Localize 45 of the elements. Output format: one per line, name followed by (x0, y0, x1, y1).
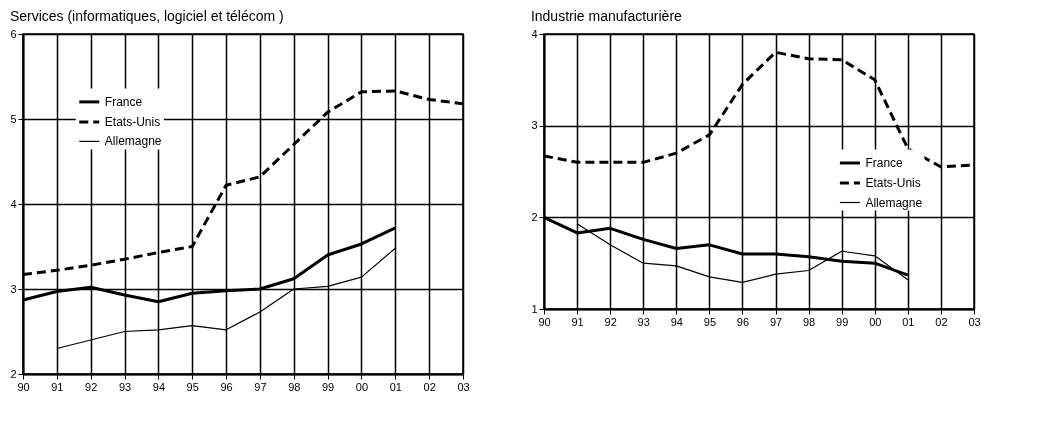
chart-title: Industrie manufacturière (530, 8, 683, 24)
y-tick-label: 4 (531, 27, 538, 40)
y-tick-label: 2 (531, 210, 538, 223)
chart-title: Services (informatiques, logiciel et télécom ) (9, 8, 284, 24)
x-tick-label: 01 (389, 380, 402, 393)
x-tick-label: 00 (869, 315, 882, 328)
x-tick-label: 99 (836, 315, 849, 328)
x-tick-label: 00 (355, 380, 369, 393)
x-tick-label: 98 (802, 315, 816, 328)
x-tick-label: 95 (186, 380, 199, 393)
y-tick-label: 1 (531, 302, 538, 315)
x-tick-label: 02 (423, 380, 436, 393)
legend-label: Allemagne (104, 134, 162, 149)
x-tick-label: 97 (254, 380, 267, 393)
x-tick-label: 93 (118, 380, 132, 393)
x-tick-label: 95 (703, 315, 717, 328)
y-tick-label: 6 (10, 27, 17, 40)
x-tick-label: 01 (902, 315, 915, 328)
x-tick-label: 96 (220, 380, 233, 393)
y-tick-label: 5 (10, 112, 17, 125)
y-tick-label: 3 (10, 282, 17, 295)
y-tick-label: 4 (10, 197, 17, 210)
x-tick-label: 99 (321, 380, 335, 393)
x-tick-label: 91 (51, 380, 64, 393)
x-tick-label: 97 (769, 315, 783, 328)
x-tick-label: 90 (17, 380, 30, 393)
y-tick-label: 2 (10, 367, 17, 380)
y-tick-label: 3 (531, 119, 538, 132)
x-tick-label: 96 (736, 315, 750, 328)
x-tick-label: 03 (968, 315, 981, 328)
legend-label: France (865, 156, 904, 170)
x-tick-label: 94 (670, 315, 683, 328)
x-tick-label: 03 (457, 380, 470, 393)
x-tick-label: 92 (604, 315, 617, 328)
x-tick-label: 02 (935, 315, 948, 328)
x-tick-label: 94 (152, 380, 166, 393)
x-tick-label: 91 (571, 315, 584, 328)
legend-label: Etats-Unis (104, 114, 161, 129)
x-tick-label: 93 (637, 315, 650, 328)
legend-label: Etats-Unis (865, 176, 921, 190)
legend-label: Allemagne (865, 195, 923, 210)
x-tick-label: 90 (538, 315, 551, 328)
x-tick-label: 98 (288, 380, 301, 393)
x-tick-label: 92 (85, 380, 98, 393)
legend-label: France (104, 94, 143, 109)
